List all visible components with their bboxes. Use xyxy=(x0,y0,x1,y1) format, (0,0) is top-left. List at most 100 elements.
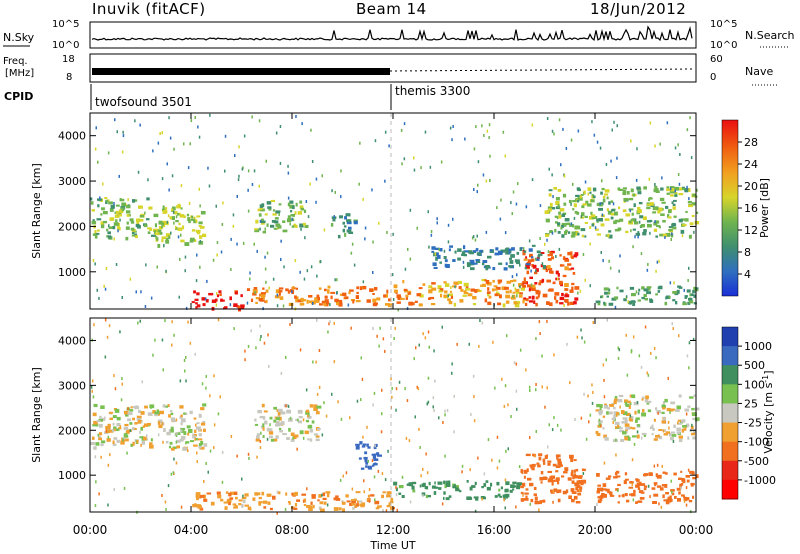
power-cell xyxy=(232,213,235,217)
power-cell xyxy=(403,122,406,126)
power-cell xyxy=(678,286,683,289)
power-cell xyxy=(497,302,502,306)
velocity-cell xyxy=(525,453,531,457)
velocity-cell xyxy=(637,487,641,490)
velocity-cell xyxy=(542,458,546,463)
power-cell xyxy=(607,233,610,238)
velocity-cell xyxy=(358,457,362,460)
power-cell xyxy=(684,296,688,299)
power-cell xyxy=(117,229,119,233)
power-cell xyxy=(658,225,661,229)
velocity-cell xyxy=(372,455,377,459)
velocity-cell xyxy=(315,411,320,415)
velocity-cell xyxy=(157,433,160,437)
velocity-cell xyxy=(454,485,459,489)
power-cell xyxy=(259,204,263,208)
velocity-cell xyxy=(376,334,378,338)
power-cell xyxy=(416,226,418,230)
power-cell xyxy=(647,263,649,266)
power-cell xyxy=(410,302,415,306)
power-cell xyxy=(237,305,242,309)
noise-left-tick-bottom: 10^0 xyxy=(52,40,79,51)
power-cell xyxy=(514,303,520,308)
power-cell xyxy=(584,235,587,238)
velocity-cell xyxy=(624,423,630,427)
velocity-cell xyxy=(221,450,224,454)
power-cell xyxy=(259,207,263,210)
power-cell xyxy=(567,231,571,234)
power-cell xyxy=(580,215,583,219)
velocity-cell xyxy=(183,412,186,415)
noise-left-label: N.Sky xyxy=(3,31,35,44)
power-cell xyxy=(280,239,282,243)
power-cell xyxy=(547,289,551,292)
velocity-cell xyxy=(216,491,221,495)
power-cell xyxy=(609,266,612,270)
power-cell xyxy=(171,216,175,220)
power-cell xyxy=(660,187,664,191)
power-cell xyxy=(556,277,559,281)
velocity-cb-swatch xyxy=(722,441,738,462)
velocity-cell xyxy=(259,415,265,419)
velocity-cell xyxy=(624,472,628,476)
power-cell xyxy=(685,210,688,213)
velocity-cell xyxy=(552,463,557,467)
velocity-cell xyxy=(144,405,148,409)
velocity-cell xyxy=(390,377,392,381)
power-cell xyxy=(581,234,585,238)
velocity-cell xyxy=(362,435,364,439)
power-cell xyxy=(668,209,672,214)
velocity-cell xyxy=(269,416,273,420)
velocity-cell xyxy=(447,480,451,484)
velocity-cell xyxy=(317,428,321,431)
power-cell xyxy=(414,300,418,303)
velocity-cell xyxy=(194,437,196,441)
velocity-cell xyxy=(598,413,602,416)
power-cell xyxy=(109,217,115,221)
velocity-cell xyxy=(290,438,295,442)
velocity-cell xyxy=(597,499,602,504)
power-cell xyxy=(345,213,351,217)
power-cell xyxy=(138,205,143,209)
power-cell xyxy=(351,242,354,246)
power-cell xyxy=(628,197,634,201)
power-cell xyxy=(161,226,164,229)
power-cell xyxy=(384,179,386,183)
velocity-cell xyxy=(303,504,307,507)
power-cell xyxy=(352,299,355,304)
velocity-cell xyxy=(96,420,101,423)
velocity-cell xyxy=(307,413,310,417)
power-cell xyxy=(540,264,543,268)
velocity-cell xyxy=(678,491,681,495)
velocity-cell xyxy=(575,501,581,504)
power-cell xyxy=(278,287,284,290)
power-cell xyxy=(566,222,571,226)
power-cell xyxy=(554,215,558,218)
velocity-cell xyxy=(640,365,643,369)
velocity-cell xyxy=(618,394,624,398)
velocity-cell xyxy=(309,404,314,408)
velocity-cell xyxy=(695,417,700,421)
velocity-cell xyxy=(197,438,203,441)
velocity-cell xyxy=(360,398,362,402)
power-cell xyxy=(454,285,456,289)
velocity-cell xyxy=(273,406,277,410)
power-cell xyxy=(185,306,188,310)
power-cell xyxy=(666,188,671,192)
velocity-cell xyxy=(104,355,107,359)
cpid-panel: CPID twofsound 3501 themis 3300 xyxy=(4,84,470,110)
power-cell xyxy=(132,199,136,203)
power-cell xyxy=(144,305,147,308)
power-cell xyxy=(138,218,144,222)
velocity-cell xyxy=(629,481,634,484)
power-cell xyxy=(584,215,588,218)
power-cell xyxy=(326,289,330,293)
power-cell xyxy=(525,205,528,209)
velocity-cell xyxy=(244,349,246,353)
velocity-cell xyxy=(105,426,110,430)
velocity-cell xyxy=(104,416,106,420)
velocity-cell xyxy=(417,387,420,391)
velocity-cell xyxy=(316,435,320,438)
velocity-cell xyxy=(573,473,577,476)
velocity-cell xyxy=(223,501,229,504)
